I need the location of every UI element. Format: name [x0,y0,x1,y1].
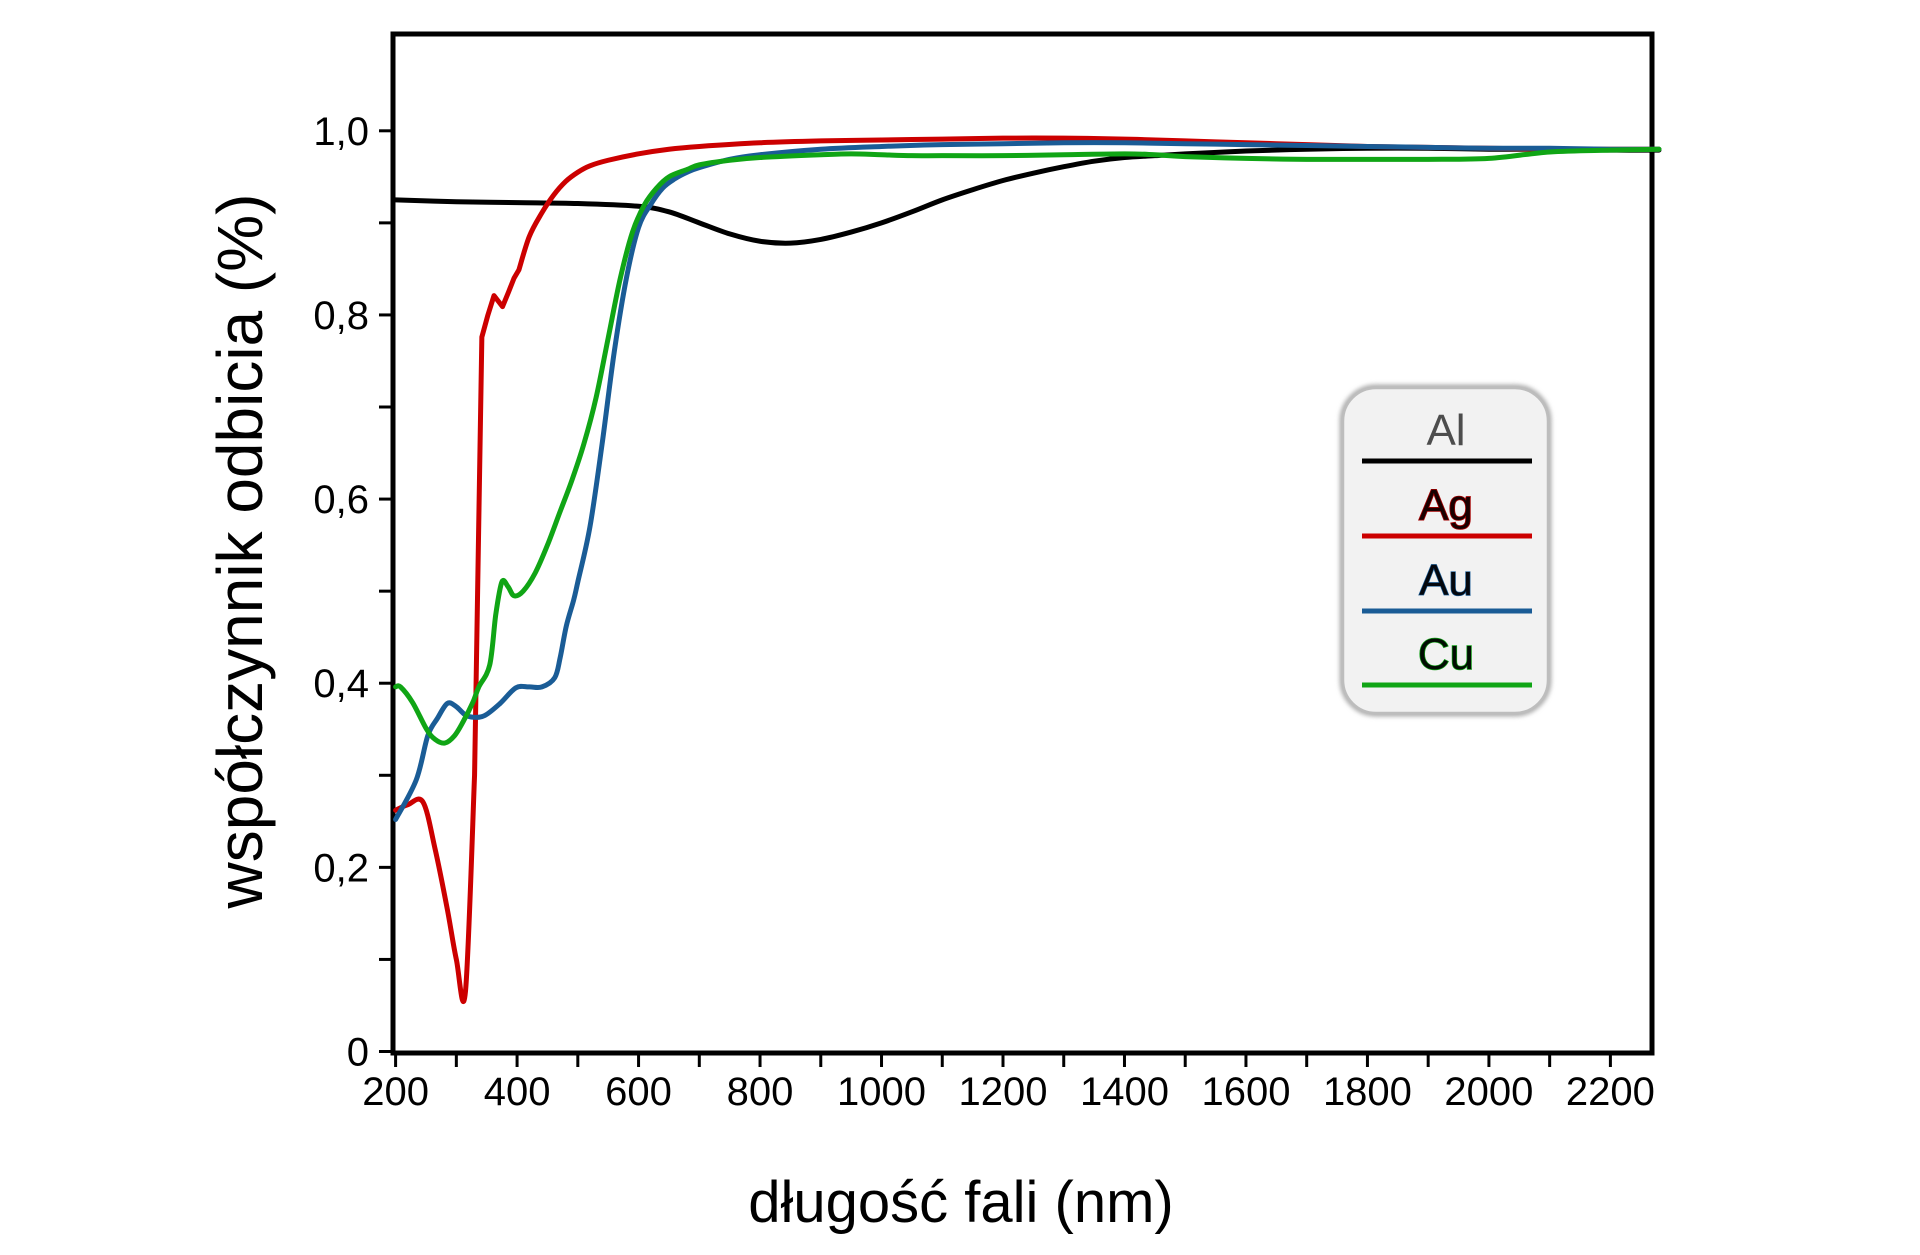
svg-text:2200: 2200 [1566,1070,1655,1114]
svg-text:współczynnik odbicia (%): współczynnik odbicia (%) [204,194,276,910]
svg-text:Au: Au [1419,556,1473,605]
svg-text:1800: 1800 [1323,1070,1412,1114]
svg-text:1000: 1000 [837,1070,926,1114]
svg-text:0,6: 0,6 [313,478,369,522]
svg-text:Ag: Ag [1419,481,1473,530]
svg-text:1200: 1200 [959,1070,1048,1114]
svg-text:2000: 2000 [1444,1070,1533,1114]
svg-text:0: 0 [347,1031,369,1075]
svg-text:0,8: 0,8 [313,294,369,338]
svg-text:długość fali (nm): długość fali (nm) [748,1170,1173,1235]
svg-text:1600: 1600 [1201,1070,1290,1114]
svg-text:0,2: 0,2 [313,846,369,890]
svg-text:Cu: Cu [1418,630,1474,679]
svg-text:800: 800 [727,1070,794,1114]
svg-text:400: 400 [484,1070,551,1114]
svg-text:600: 600 [605,1070,672,1114]
svg-text:1400: 1400 [1080,1070,1169,1114]
svg-text:0,4: 0,4 [313,662,369,706]
svg-text:Al: Al [1426,406,1465,455]
svg-text:200: 200 [362,1070,429,1114]
svg-text:1,0: 1,0 [313,110,369,154]
